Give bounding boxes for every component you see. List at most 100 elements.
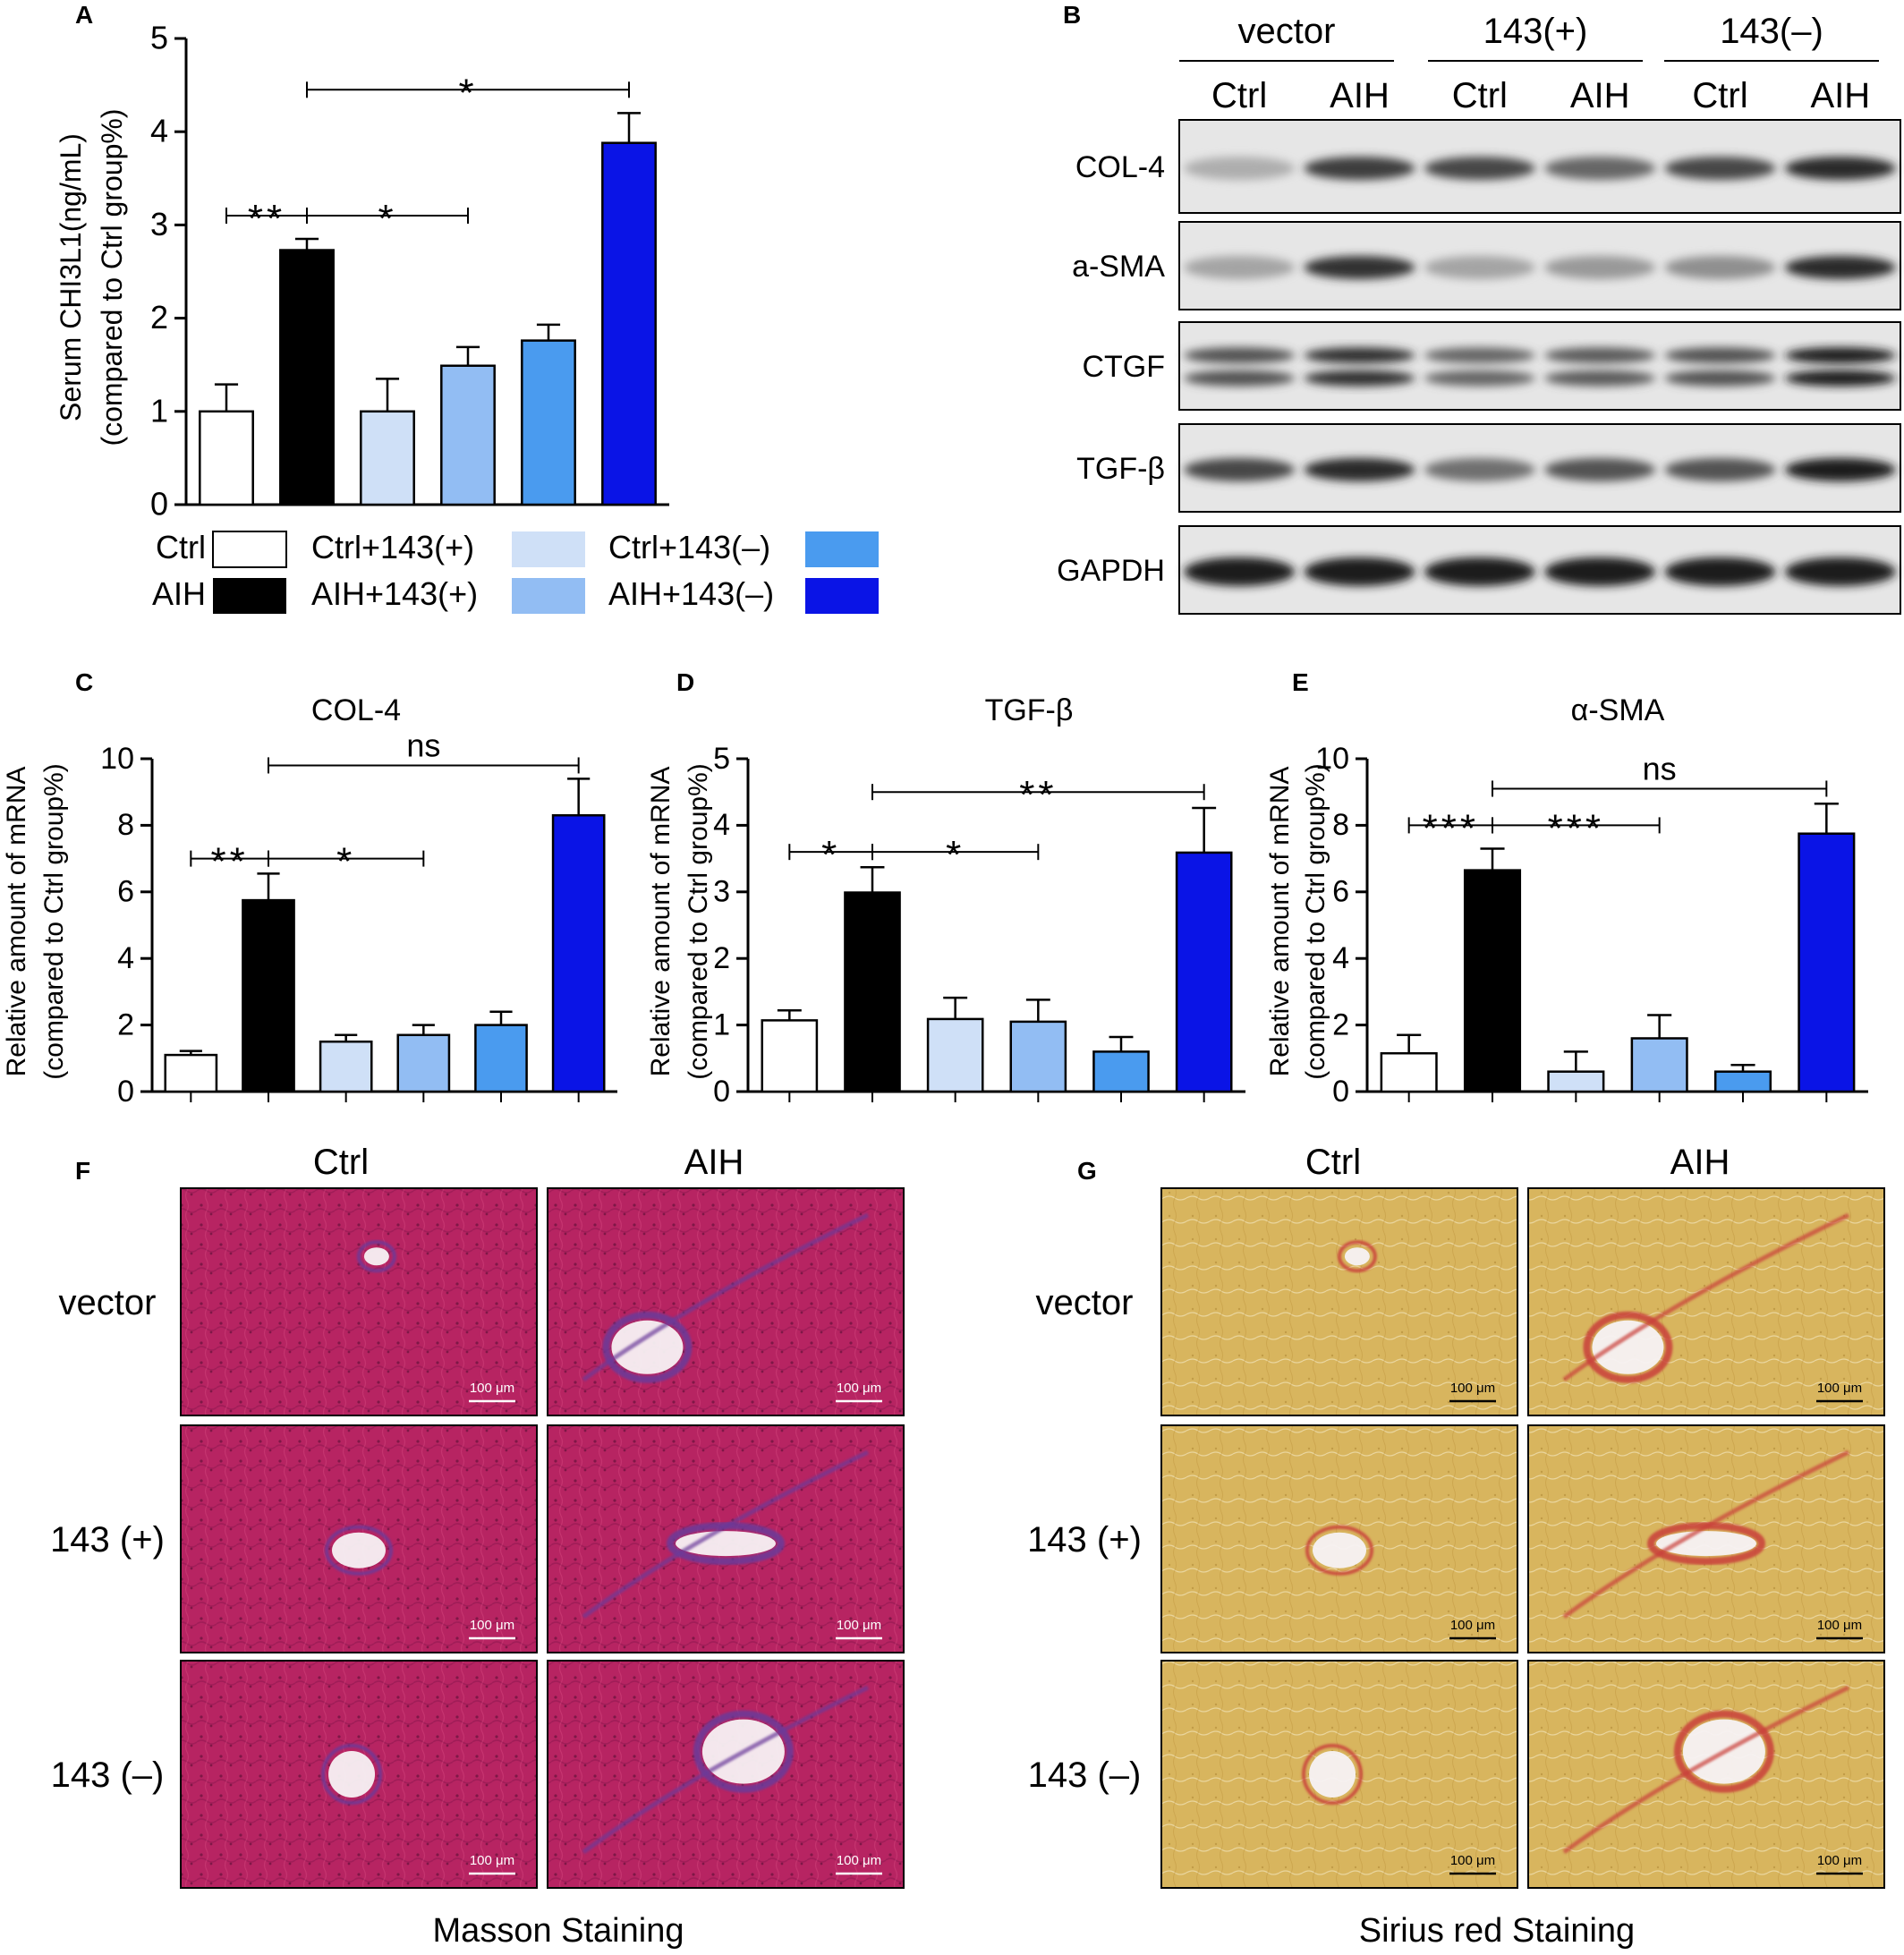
chart-a-legend: Ctrl AIH Ctrl+143(+) AIH+143(+) Ctrl+143(–) A… (152, 529, 879, 614)
vessel-lumen (363, 1247, 389, 1266)
histology-column-label: AIH (684, 1143, 744, 1182)
chart-c-bar (164, 1053, 218, 1093)
blot-row-label: a-SMA (1072, 250, 1165, 284)
chart-c-ylabel: Relative amount of mRNA (2, 767, 31, 1077)
panel-label-a: A (75, 1, 93, 29)
blot-lane-label: AIH (1330, 76, 1390, 115)
blot-group-label: 143(–) (1720, 12, 1823, 51)
panel-label-f: F (75, 1157, 90, 1185)
chart-e-ylabel: Relative amount of mRNA (1265, 767, 1295, 1077)
chart-d-title: TGF-β (985, 693, 1074, 727)
chart-d-bar (844, 891, 901, 1093)
legend-label: Ctrl+143(+) (311, 529, 474, 565)
blot-band (1424, 347, 1535, 364)
chart-e-y-tick-label: 4 (1332, 941, 1349, 975)
blot-lane-label: AIH (1810, 76, 1870, 115)
chart-a-serum-chi3l1: Serum CHI3L1(ng/mL) (compared to Ctrl gr… (55, 20, 669, 523)
chart-a-sig-label: * (458, 71, 477, 115)
blot-band (1664, 347, 1776, 364)
blot-lane-label: AIH (1570, 76, 1630, 115)
chart-d-ylabel: Relative amount of mRNA (646, 767, 676, 1077)
vessel-fibrosis-rim (1302, 1744, 1364, 1805)
chart-e-y-tick-label: 8 (1332, 808, 1349, 842)
blot-band (1304, 557, 1415, 586)
chart-d-ylabel-2: (compared to Ctrl group%) (684, 763, 713, 1079)
histology-row-label: 143 (+) (50, 1520, 165, 1560)
chart-d-y-tick-label: 0 (713, 1075, 730, 1109)
chart-d-tgfb-mrna: TGF-β Relative amount of mRNA (compared … (646, 693, 1245, 1109)
blot-band (1784, 457, 1896, 481)
chart-e-asma-mrna: α-SMA Relative amount of mRNA (compared … (1265, 693, 1868, 1109)
chart-c-bar (319, 1040, 373, 1093)
chart-a-y-tick-label: 2 (150, 299, 168, 336)
blot-band (1184, 255, 1296, 279)
legend-label: AIH+143(–) (608, 575, 774, 612)
chart-a-y-tick-label: 0 (150, 486, 168, 523)
blot-band (1304, 255, 1415, 279)
histology-row-label: 143 (–) (1028, 1755, 1142, 1795)
blot-band (1304, 457, 1415, 481)
chart-c-y-tick-label: 6 (117, 875, 134, 909)
vessel-fibrosis-rim (693, 1710, 794, 1793)
fibrous-septum (1562, 1212, 1850, 1382)
vessel-fibrosis-rim (325, 1525, 393, 1576)
blot-group-label: vector (1238, 12, 1336, 51)
chart-e-bar (1630, 1037, 1688, 1093)
chart-c-bar (242, 898, 295, 1093)
chart-d-y-tick-label: 3 (713, 875, 730, 909)
chart-c-y-tick-label: 10 (100, 742, 134, 776)
chart-c-y-tick-label: 0 (117, 1075, 134, 1109)
chart-d-y-tick-label: 4 (713, 808, 730, 842)
blot-band (1184, 347, 1296, 364)
panel-label-b: B (1063, 1, 1081, 29)
histology-row-label: 143 (+) (1027, 1520, 1142, 1560)
legend-swatch (512, 578, 585, 614)
chart-d-bar (1009, 1020, 1067, 1093)
chart-a-sig-label: ** (248, 197, 285, 241)
chart-d-bar (1175, 851, 1233, 1093)
chart-c-bar (474, 1024, 528, 1093)
vessel-fibrosis-rim (602, 1311, 693, 1383)
scale-bar-label: 100 μm (1450, 1853, 1495, 1868)
chart-a-y-tick-label: 3 (150, 206, 168, 242)
blot-group-label: 143(+) (1483, 12, 1588, 51)
sirius-red-staining-panel: Sirius red Staining Ctrl AIH vector 143 (+)… (1027, 1143, 1885, 1950)
chart-c-title: COL-4 (311, 693, 401, 727)
histology-image (180, 1187, 538, 1416)
chart-a-sig-label: * (378, 197, 396, 241)
blot-band (1784, 347, 1896, 364)
panel-label-d: D (676, 668, 694, 696)
blot-band (1544, 457, 1656, 481)
chart-e-sig-label: *** (1548, 806, 1604, 850)
blot-band (1784, 255, 1896, 279)
blot-band (1424, 370, 1535, 387)
blot-row-label: GAPDH (1057, 554, 1165, 588)
chart-a-y-tick-label: 4 (150, 113, 168, 149)
blot-band (1664, 557, 1776, 586)
sirius-staining-title: Sirius red Staining (1359, 1912, 1635, 1950)
chart-c-sig-label: ns (406, 727, 440, 763)
chart-c-sig-label: ** (211, 840, 249, 884)
blot-band (1424, 157, 1535, 181)
panel-label-g: G (1077, 1157, 1097, 1185)
chart-d-bar (926, 1017, 984, 1093)
scale-bar-label: 100 μm (1450, 1381, 1495, 1396)
chart-a-ylabel-2: (compared to Ctrl group%) (96, 108, 128, 446)
fibrous-septum (582, 1212, 870, 1382)
blot-band (1544, 557, 1656, 586)
panel-label-e: E (1292, 668, 1309, 696)
blot-band (1544, 255, 1656, 279)
scale-bar-label: 100 μm (470, 1381, 514, 1396)
legend-label: Ctrl (156, 529, 206, 565)
histology-row-label: vector (1036, 1283, 1134, 1322)
histology-column-label: Ctrl (313, 1143, 369, 1182)
blot-band (1184, 457, 1296, 481)
chart-a-bar (279, 249, 335, 506)
blot-row-label: TGF-β (1076, 452, 1165, 486)
blot-row-label: COL-4 (1075, 150, 1165, 184)
vessel-fibrosis-rim (356, 1240, 396, 1273)
scale-bar-label: 100 μm (1450, 1618, 1495, 1633)
western-blot-panel: vector 143(+) 143(–) Ctrl AIH Ctrl AIH Ctrl AIH C… (1057, 12, 1901, 615)
blot-band (1184, 157, 1296, 181)
chart-d-y-tick-label: 1 (713, 1007, 730, 1041)
